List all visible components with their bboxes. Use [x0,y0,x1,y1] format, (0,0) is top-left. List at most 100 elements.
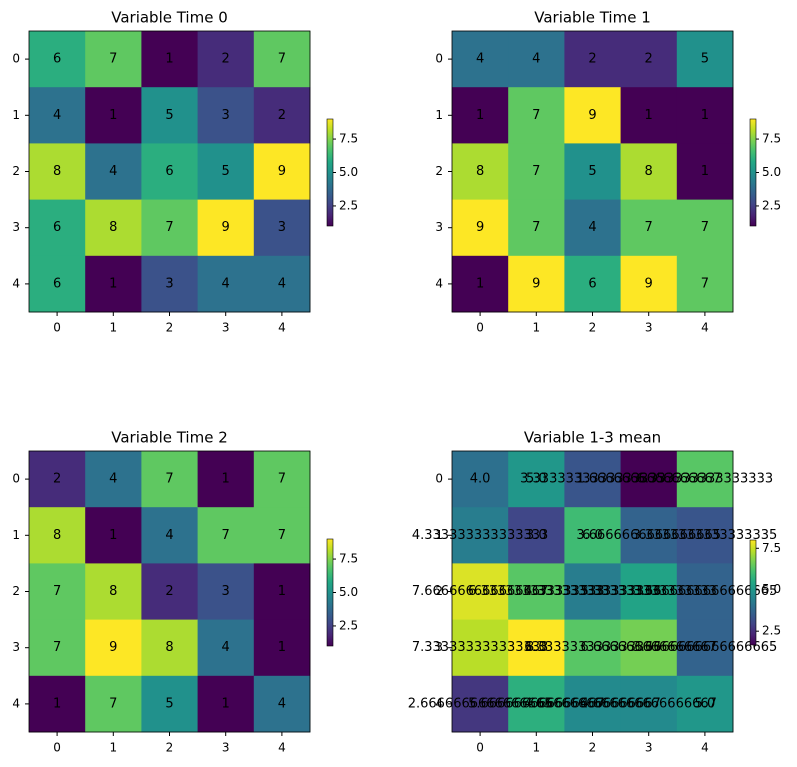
heatmap-cell [452,31,509,88]
x-tick-label: 4 [701,741,709,755]
heatmap-cell [676,451,734,508]
heatmap-panel: Variable Time 0 6 7 1 2 7 4 1 5 3 2 8 4 6 5 9 6 8 7 9 3 6 1 3 4 4… [12,9,358,335]
cell-label: 1 [645,108,653,123]
cell-label: 5.666666666666667 [468,696,604,711]
cell-label: 6.666666666666667 [580,640,716,655]
heatmap-cell [508,87,565,144]
heatmap-cell [564,507,621,564]
cell-label: 1 [109,528,117,543]
cell-label: 6.0 [582,528,603,543]
y-tick-label: 2 [12,164,20,178]
cell-label: 4.0 [470,472,491,487]
cell-label: 3 [165,276,173,291]
cell-label: 8 [165,640,173,655]
heatmap-cell [253,31,311,88]
heatmap-cell [620,143,678,200]
cell-label: 5 [701,52,709,67]
heatmap-cell [676,143,734,200]
colorbar-tick-label: 2.5 [339,198,358,212]
heatmap-cell [141,451,198,508]
cell-label: 1 [278,640,286,655]
x-tick-label: 1 [532,321,540,335]
cell-label: 7 [222,528,230,543]
cell-label: 5 [588,164,596,179]
heatmap-cell [85,199,142,257]
colorbar [326,538,334,647]
x-tick-label: 2 [166,321,174,335]
panel-title: Variable Time 0 [111,9,228,27]
heatmap-panel: Variable Time 2 2 4 7 1 7 8 1 4 7 7 7 8 2 3 1 7 9 8 4 1 1 7 5 1 4… [12,429,358,755]
cell-label: 1 [53,696,61,711]
colorbar-tick-label: 5.0 [339,165,358,179]
cell-label: 6.333333333333333 [524,640,660,655]
heatmap-cell [564,255,621,313]
cell-label: 4 [476,52,484,67]
heatmap-cell [676,675,734,733]
colorbar-tick-label: 5.0 [762,582,781,596]
heatmap-cell [197,619,255,677]
heatmap-cell [620,563,678,620]
cell-label: 7 [165,472,173,487]
heatmap-cell [85,619,142,677]
heatmap-cell [141,619,198,677]
x-tick-label: 4 [278,321,286,335]
x-tick-label: 0 [476,741,484,755]
heatmap-cell [253,255,311,313]
y-tick-label: 0 [12,472,20,486]
heatmap-cell [29,143,86,200]
heatmap-panel: Variable 1-3 mean 4.0 5.0 3.333333333333333… [408,429,781,755]
heatmap-cell [620,507,678,564]
cell-label: 3.3333333333333335 [633,528,778,543]
heatmap-cell [141,563,198,620]
cell-label: 4 [588,220,596,235]
colorbar-tick-label: 7.5 [339,552,358,566]
cell-label: 4.666666666666667 [580,696,716,711]
panel-title: Variable Time 2 [111,429,228,447]
cell-label: 6 [53,276,61,291]
heatmap-cell [452,143,509,200]
heatmap-cell [85,143,142,200]
cell-label: 9 [476,220,484,235]
cell-label: 4 [109,164,117,179]
heatmap-cell [29,87,86,144]
x-tick-label: 3 [222,321,230,335]
x-tick-label: 0 [476,321,484,335]
heatmap-cell [620,87,678,144]
cell-label: 3 [222,584,230,599]
heatmap-cell [676,87,734,144]
heatmap-cell [29,619,86,677]
cell-label: 1 [278,584,286,599]
heatmap-cell [141,31,198,88]
heatmap-cell [452,199,509,257]
heatmap-cell [620,619,678,677]
cell-label: 1 [476,108,484,123]
cell-label: 7 [109,696,117,711]
panel-title: Variable 1-3 mean [524,429,661,447]
cell-label: 4 [165,528,173,543]
cell-label: 3.6666666666666665 [633,640,778,655]
cell-label: 6 [53,220,61,235]
heatmap-cell [620,199,678,257]
y-tick-label: 2 [12,584,20,598]
colorbar-tick-label: 5.0 [339,585,358,599]
heatmap-cell [676,619,734,677]
cell-label: 2 [278,108,286,123]
cell-label: 4 [278,696,286,711]
heatmap-cell [508,199,565,257]
heatmap-cell [508,563,565,620]
cell-label: 6 [53,52,61,67]
cell-label: 7 [53,584,61,599]
cell-label: 4.333333333333333 [412,528,548,543]
heatmap-cell [564,451,621,508]
heatmap-cell [141,87,198,144]
cell-label: 6 [165,164,173,179]
heatmap-cell [85,563,142,620]
y-tick-label: 4 [435,276,443,290]
cell-label: 8 [109,584,117,599]
cell-label: 2 [645,52,653,67]
y-tick-label: 0 [435,52,443,66]
heatmap-cell [564,143,621,200]
cell-label: 7 [165,220,173,235]
heatmap-cell [508,507,565,564]
cell-label: 5 [222,164,230,179]
